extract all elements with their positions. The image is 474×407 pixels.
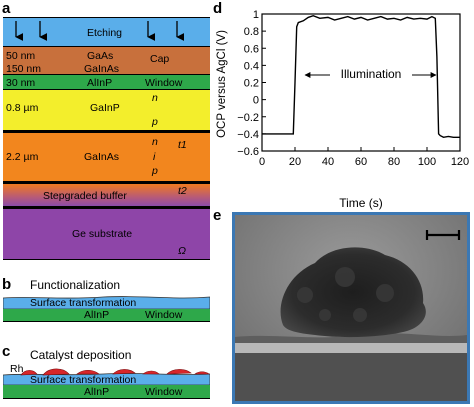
allnp-thickness: 30 nm	[6, 77, 36, 89]
gainas-p: p	[152, 165, 158, 177]
y-tick-label: 1	[253, 9, 259, 21]
rh-particle-2	[42, 368, 70, 376]
catalyst-particle	[280, 247, 426, 338]
gainas-top-label: GaInAs	[84, 63, 120, 75]
panel-a-label: a	[2, 0, 11, 17]
window-layer-c	[3, 385, 210, 399]
panel-c-label: c	[2, 343, 11, 360]
allnp-label-c: AlInP	[84, 386, 110, 398]
y-tick-label: 0.4	[244, 60, 259, 72]
gainas-thickness: 2.2 µm	[6, 151, 39, 163]
scale-bar	[425, 230, 461, 240]
window-layer-b	[3, 309, 210, 322]
illumination-annotation: Illumination	[304, 66, 437, 81]
rh-particles	[20, 368, 210, 376]
window-label-c: Window	[145, 386, 183, 398]
cap-layer	[3, 47, 210, 75]
ocp-chart: −0.6 −0.4 −0.2 0 0.2 0.4 0.6 0.8 1 0 20 40 60 80 100 1…	[216, 9, 469, 210]
etching-layer	[3, 17, 210, 47]
t2-label: t2	[178, 185, 187, 197]
surface-transformation-c: Surface transformation	[30, 374, 137, 386]
y-tick-label: −0.2	[237, 112, 259, 124]
y-axis-label: OCP versus AgCl (V)	[216, 30, 228, 138]
gainp-label: GaInP	[90, 102, 120, 114]
y-tick-label: 0.8	[244, 26, 259, 38]
x-tick-label: 80	[388, 156, 400, 168]
gainp-p: p	[152, 116, 158, 128]
panel-b-label: b	[2, 276, 12, 293]
x-axis: 0 20 40 60 80 100 120	[259, 147, 469, 168]
allnp-label: AlInP	[87, 77, 113, 89]
y-tick-label: 0.6	[244, 43, 259, 55]
x-tick-label: 0	[259, 156, 265, 168]
gainp-layer	[3, 90, 210, 133]
gainas-n: n	[152, 136, 158, 148]
surface-transformation-b: Surface transformation	[30, 297, 137, 309]
buffer-layer	[3, 184, 210, 209]
window-label-b: Window	[145, 309, 183, 321]
gainp-thickness: 0.8 µm	[6, 102, 39, 114]
allnp-label-b: AlInP	[84, 309, 110, 321]
ge-substrate-label: Ge substrate	[72, 228, 133, 240]
rh-particle-5	[142, 370, 160, 375]
plot-frame	[261, 13, 461, 152]
rh-particle-6	[166, 369, 192, 375]
etching-arrows	[15, 21, 185, 41]
illumination-label: Illumination	[341, 67, 402, 81]
y-tick-label: 0.2	[244, 78, 259, 90]
x-tick-label: 40	[322, 156, 334, 168]
x-tick-label: 100	[418, 156, 436, 168]
window-label: Window	[145, 77, 183, 89]
gaas-label: GaAs	[87, 50, 114, 62]
substrate-band	[235, 353, 467, 401]
cap-label: Cap	[150, 53, 170, 65]
gainas-top-thickness: 150 nm	[6, 63, 42, 75]
rh-particle-3	[76, 369, 100, 375]
panel-d-label: d	[213, 0, 223, 17]
gainas-i: i	[153, 151, 156, 163]
stepgraded-label: Stepgraded buffer	[43, 190, 127, 202]
gainas-label: GaInAs	[84, 151, 120, 163]
gainas-layer	[3, 133, 210, 184]
etching-label: Etching	[87, 27, 123, 39]
catalyst-deposition-title: Catalyst deposition	[30, 348, 132, 362]
gainp-n: n	[152, 92, 158, 104]
y-tick-label: −0.6	[237, 146, 259, 158]
x-axis-label: Time (s)	[339, 196, 383, 210]
y-tick-label: 0	[253, 95, 259, 107]
surface-layer-c	[3, 368, 210, 385]
surface-layer-b	[3, 296, 210, 309]
functionalization-title: Functionalization	[30, 278, 121, 292]
x-tick-label: 120	[451, 156, 469, 168]
rh-particle-7	[194, 371, 210, 375]
tem-image	[235, 215, 467, 401]
omega-label: Ω	[178, 245, 186, 257]
tem-micrograph	[232, 212, 470, 404]
y-axis: −0.6 −0.4 −0.2 0 0.2 0.4 0.6 0.8 1	[237, 9, 266, 158]
panel-e-label: e	[213, 207, 222, 224]
y-tick-label: −0.4	[237, 129, 259, 141]
t1-label: t1	[178, 139, 187, 151]
gaas-thickness: 50 nm	[6, 50, 36, 62]
window-layer	[3, 75, 210, 90]
x-tick-label: 20	[289, 156, 301, 168]
rh-particle-4	[112, 369, 136, 375]
rh-label: Rh	[10, 363, 24, 375]
rh-particle-1	[20, 370, 38, 376]
x-tick-label: 60	[355, 156, 367, 168]
ge-substrate-layer	[3, 209, 210, 260]
series-line	[262, 14, 460, 139]
